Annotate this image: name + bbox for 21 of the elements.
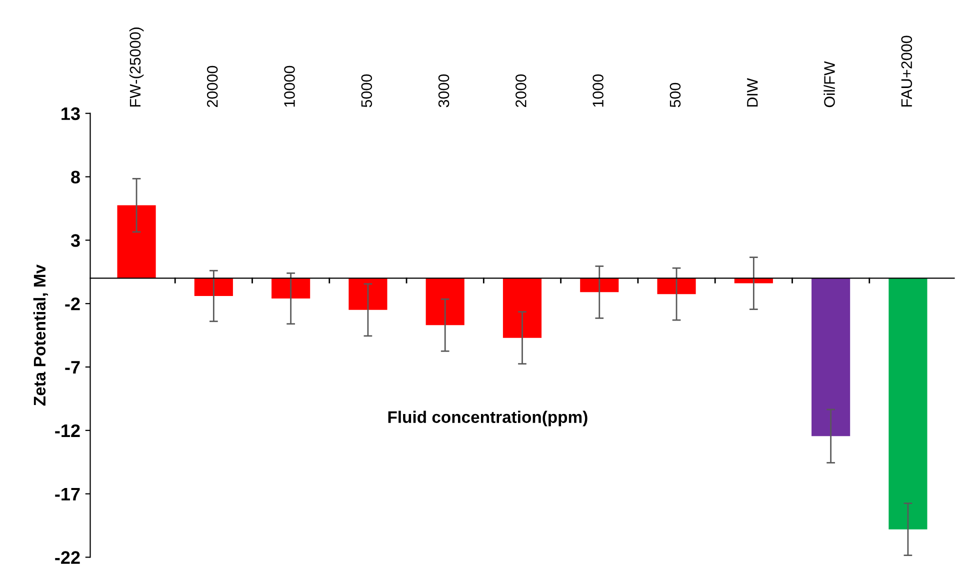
y-tick-label: -12: [55, 424, 80, 437]
y-axis-title: Zeta Potential, Mv: [33, 264, 48, 406]
y-tick-label: 13: [62, 107, 80, 120]
y-tick-label: -22: [55, 551, 80, 564]
y-tick-label: -2: [65, 298, 80, 310]
x-tick-label: 5000: [361, 74, 372, 108]
x-tick-label: 500: [670, 82, 681, 108]
x-tick-label: 10000: [284, 66, 295, 107]
x-tick-label: FW-(25000): [129, 28, 144, 107]
y-tick-label: 8: [71, 170, 80, 184]
x-tick-label: FAU+2000: [901, 36, 912, 107]
x-axis-title: Fluid concentration(ppm): [388, 410, 588, 426]
x-tick-label: 3000: [438, 74, 450, 108]
x-tick-label: Oil/FW: [824, 61, 835, 108]
x-tick-label: 1000: [592, 74, 604, 107]
x-tick-label: 20000: [206, 66, 218, 108]
y-tick-label: -7: [65, 361, 80, 374]
y-tick-label: 3: [70, 234, 80, 247]
x-tick-label: DIW: [747, 78, 758, 107]
x-tick-label: 2000: [516, 74, 526, 108]
y-tick-label: -17: [55, 488, 80, 500]
